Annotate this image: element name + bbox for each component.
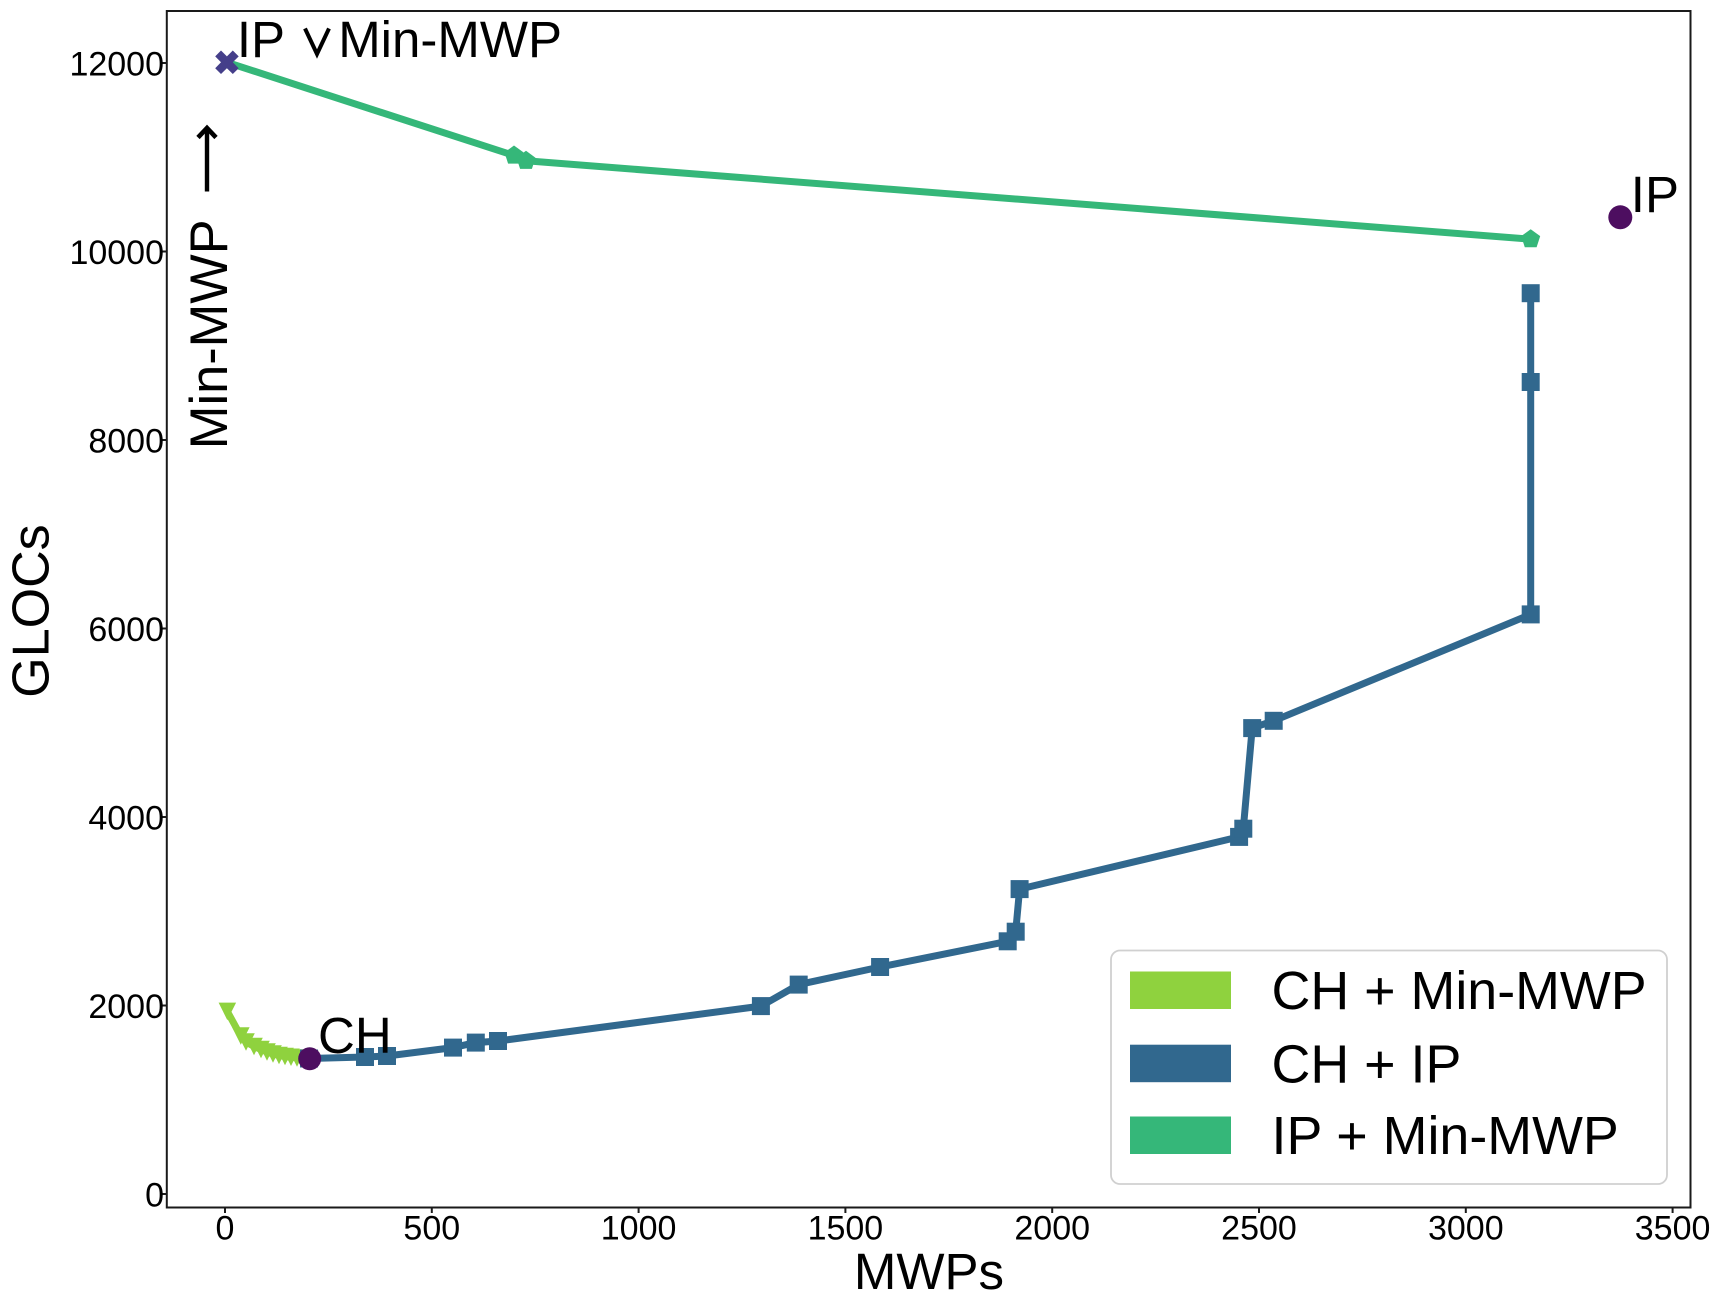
- svg-text:IP: IP: [237, 11, 285, 68]
- svg-text:6000: 6000: [88, 611, 164, 649]
- svg-text:IP + Min-MWP: IP + Min-MWP: [1272, 1106, 1619, 1166]
- svg-text:500: 500: [403, 1210, 460, 1248]
- svg-text:1500: 1500: [808, 1210, 884, 1248]
- svg-text:0: 0: [145, 1176, 164, 1214]
- svg-text:GLOCs: GLOCs: [3, 524, 61, 697]
- svg-text:Min-MWP: Min-MWP: [338, 11, 562, 68]
- svg-text:2000: 2000: [88, 988, 164, 1026]
- svg-text:CH + IP: CH + IP: [1272, 1035, 1462, 1095]
- svg-text:2500: 2500: [1221, 1210, 1297, 1248]
- svg-text:12000: 12000: [69, 45, 164, 83]
- svg-text:1000: 1000: [601, 1210, 677, 1248]
- svg-text:3000: 3000: [1428, 1210, 1504, 1248]
- svg-text:IP: IP: [1631, 166, 1679, 223]
- svg-text:4000: 4000: [88, 799, 164, 837]
- svg-text:10000: 10000: [69, 234, 164, 272]
- svg-text:2000: 2000: [1014, 1210, 1090, 1248]
- svg-text:8000: 8000: [88, 422, 164, 460]
- svg-text:0: 0: [216, 1210, 235, 1248]
- svg-text:3500: 3500: [1635, 1210, 1711, 1248]
- svg-text:CH: CH: [318, 1007, 392, 1064]
- svg-text:CH + Min-MWP: CH + Min-MWP: [1272, 961, 1647, 1021]
- svg-text:Min-MWP: Min-MWP: [181, 219, 239, 449]
- svg-text:MWPs: MWPs: [854, 1243, 1004, 1300]
